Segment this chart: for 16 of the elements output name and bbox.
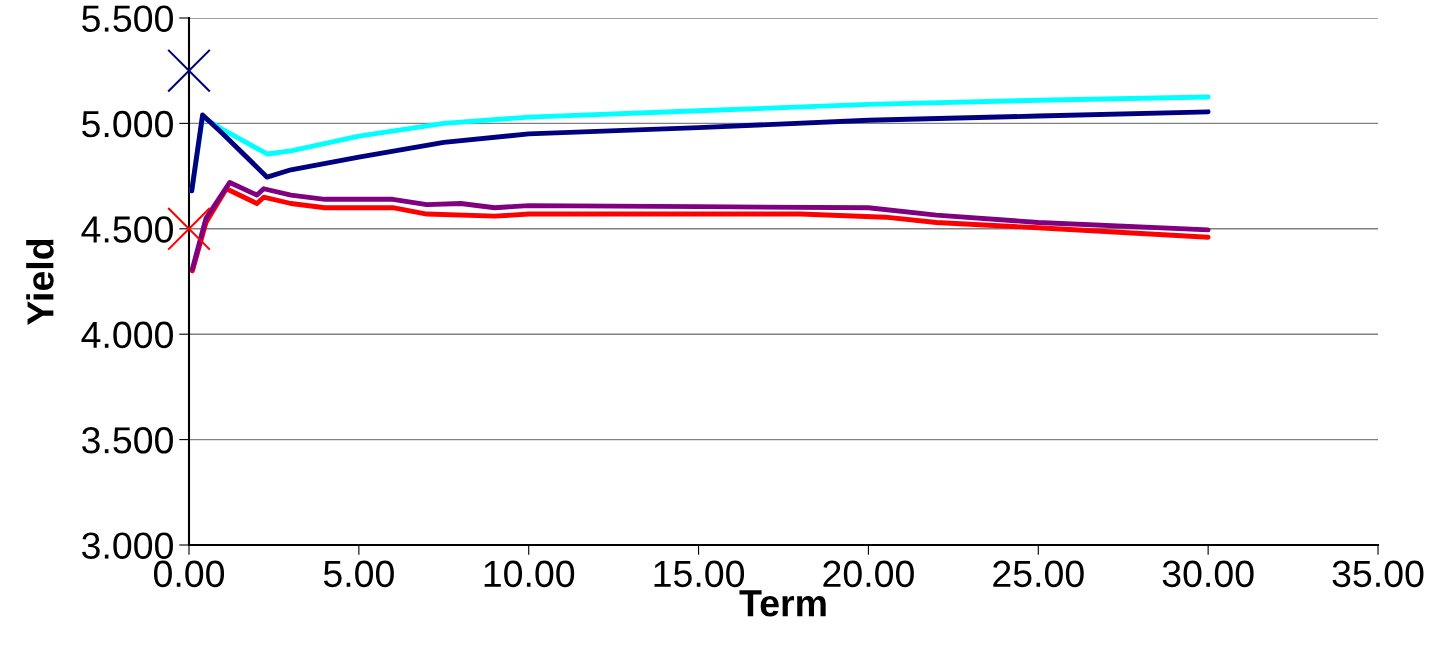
- y-tick-label: 3.000: [82, 532, 173, 559]
- x-axis-title: Term: [739, 590, 826, 617]
- y-tick-label: 4.500: [81, 216, 173, 243]
- x-tick-label: 35.00: [1332, 560, 1424, 588]
- y-tick-label: 5.500: [82, 5, 173, 32]
- x-tick-label: 25.00: [993, 560, 1084, 588]
- x-tick-label: 5.00: [323, 560, 394, 588]
- y-tick-label: 3.500: [82, 427, 173, 454]
- y-axis-title: Yield: [26, 239, 54, 325]
- x-tick-label: 0.00: [153, 560, 225, 588]
- x-tick-label: 15.00: [654, 560, 745, 588]
- y-tick-label: 5.000: [82, 110, 173, 138]
- x-tick-label: 10.00: [484, 560, 575, 588]
- x-tick-label: 20.00: [823, 560, 914, 588]
- x-tick-label: 30.00: [1162, 560, 1254, 588]
- y-tick-label: 4.000: [81, 321, 173, 349]
